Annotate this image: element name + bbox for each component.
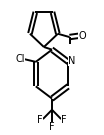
Text: F: F [49, 122, 55, 132]
Text: F: F [37, 115, 43, 125]
Text: O: O [78, 31, 86, 41]
Text: Cl: Cl [15, 54, 25, 64]
Text: F: F [61, 115, 67, 125]
Text: N: N [68, 56, 75, 66]
